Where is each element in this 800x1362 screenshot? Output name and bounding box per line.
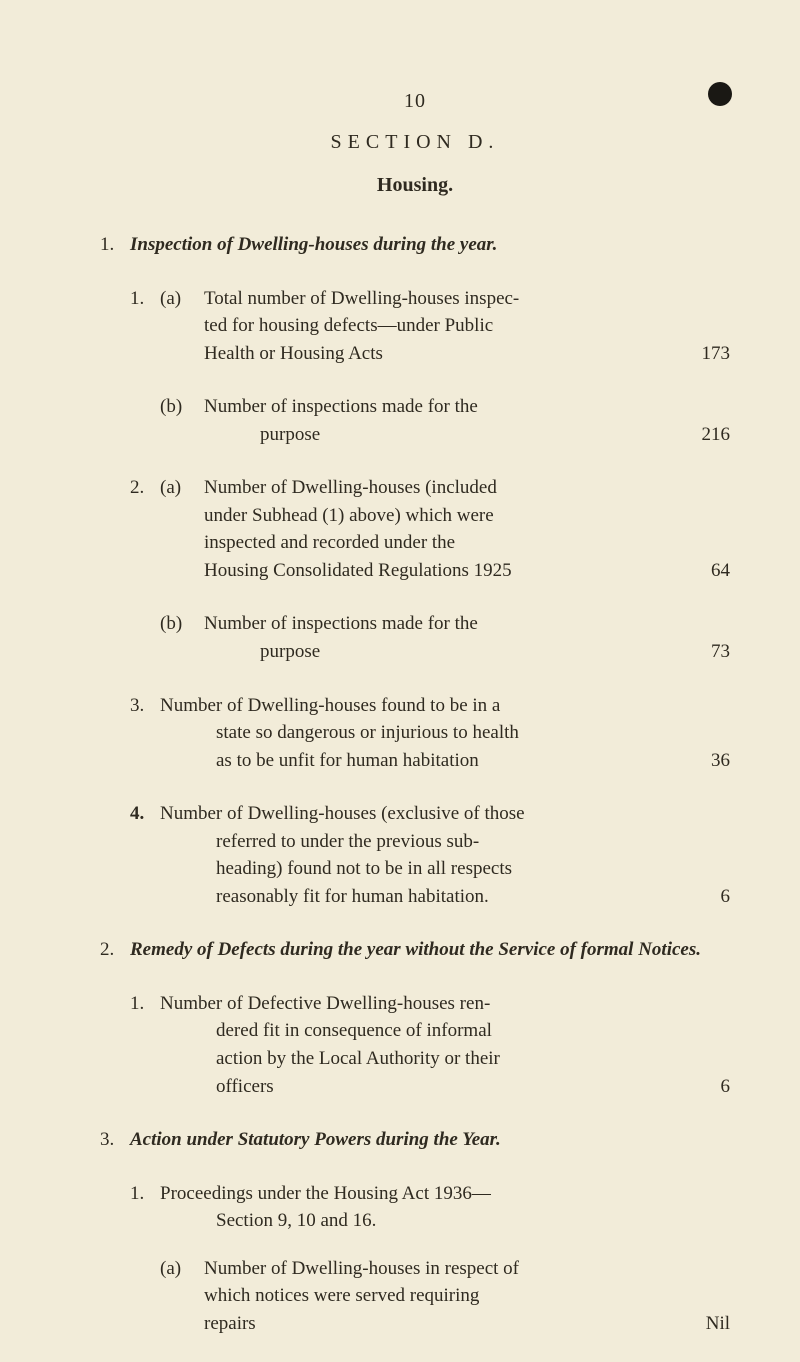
- text-line: action by the Local Authority or their: [160, 1048, 500, 1069]
- heading-number: 3.: [100, 1126, 130, 1154]
- housing-heading: Housing.: [100, 174, 730, 197]
- item-subletter: (b): [160, 393, 204, 421]
- text-line: purpose: [204, 424, 320, 445]
- item-text: Number of Dwelling-houses (exclusive of …: [160, 800, 670, 910]
- text-line: Number of inspections made for the: [204, 396, 478, 417]
- text-line: as to be unfit for human habitation: [160, 750, 479, 771]
- text-line: Number of inspections made for the: [204, 613, 478, 634]
- action-item-1: 1. Proceedings under the Housing Act 193…: [100, 1180, 730, 1235]
- action-item-1a: (a) Number of Dwelling-houses in respect…: [100, 1255, 730, 1338]
- heading-text: Inspection of Dwelling-houses during the…: [130, 231, 730, 259]
- heading-remedy: 2. Remedy of Defects during the year wit…: [100, 936, 730, 964]
- ink-dot-decoration: [708, 82, 732, 106]
- text-line: Number of Dwelling-houses (exclusive of …: [160, 803, 525, 824]
- item-text: Number of Dwelling-houses found to be in…: [160, 692, 670, 775]
- text-line: purpose: [204, 641, 320, 662]
- text-line: referred to under the previous sub-: [160, 831, 479, 852]
- text-line: heading) found not to be in all respects: [160, 858, 512, 879]
- section-label: SECTION D.: [100, 131, 730, 154]
- text-line: reasonably fit for human habitation.: [160, 886, 489, 907]
- text-line: under Subhead (1) above) which were: [204, 505, 494, 526]
- heading-number: 1.: [100, 231, 130, 259]
- text-line: Number of Defective Dwelling-houses ren-: [160, 993, 490, 1014]
- item-subnumber: 1.: [130, 990, 160, 1018]
- text-line: dered fit in consequence of informal: [160, 1020, 492, 1041]
- text-line: ted for housing defects—under Public: [204, 315, 493, 336]
- item-text: Proceedings under the Housing Act 1936— …: [160, 1180, 670, 1235]
- item-text: Number of Dwelling-houses (included unde…: [204, 474, 670, 584]
- heading-action: 3. Action under Statutory Powers during …: [100, 1126, 730, 1154]
- text-line: repairs: [204, 1313, 256, 1334]
- item-value: 173: [670, 340, 730, 368]
- item-subnumber: 4.: [130, 800, 160, 828]
- text-line: Number of Dwelling-houses (included: [204, 477, 497, 498]
- text-line: Number of Dwelling-houses found to be in…: [160, 695, 500, 716]
- item-value: Nil: [670, 1310, 730, 1338]
- page-number: 10: [100, 90, 730, 113]
- item-text: Number of inspections made for the purpo…: [204, 610, 670, 665]
- item-subnumber: 2.: [130, 474, 160, 502]
- text-line: Health or Housing Acts: [204, 343, 383, 364]
- item-subletter: (b): [160, 610, 204, 638]
- item-1a: 1. (a) Total number of Dwelling-houses i…: [100, 285, 730, 368]
- text-line: Section 9, 10 and 16.: [160, 1210, 376, 1231]
- item-value: 36: [670, 747, 730, 775]
- item-subnumber: 1.: [130, 1180, 160, 1208]
- item-text: Number of inspections made for the purpo…: [204, 393, 670, 448]
- text-line: inspected and recorded under the: [204, 532, 455, 553]
- text-line: state so dangerous or injurious to healt…: [160, 722, 519, 743]
- item-2a: 2. (a) Number of Dwelling-houses (includ…: [100, 474, 730, 584]
- item-value: 64: [670, 557, 730, 585]
- text-line: Number of Dwelling-houses in respect of: [204, 1258, 519, 1279]
- item-text: Number of Defective Dwelling-houses ren-…: [160, 990, 670, 1100]
- item-subnumber: 3.: [130, 692, 160, 720]
- item-4: 4. Number of Dwelling-houses (exclusive …: [100, 800, 730, 910]
- item-value: 216: [670, 421, 730, 449]
- text-line: Proceedings under the Housing Act 1936—: [160, 1183, 491, 1204]
- item-1b: (b) Number of inspections made for the p…: [100, 393, 730, 448]
- item-text: Number of Dwelling-houses in respect of …: [204, 1255, 670, 1338]
- heading-text: Action under Statutory Powers during the…: [130, 1126, 730, 1154]
- item-value: 73: [670, 638, 730, 666]
- item-text: Total number of Dwelling-houses inspec- …: [204, 285, 670, 368]
- item-value: 6: [670, 1073, 730, 1101]
- item-subletter: (a): [160, 285, 204, 313]
- text-line: Housing Consolidated Regulations 1925: [204, 560, 512, 581]
- document-page: 10 SECTION D. Housing. 1. Inspection of …: [0, 0, 800, 1362]
- text-line: which notices were served requiring: [204, 1285, 479, 1306]
- heading-inspection: 1. Inspection of Dwelling-houses during …: [100, 231, 730, 259]
- item-value: 6: [670, 883, 730, 911]
- heading-text: Remedy of Defects during the year withou…: [130, 936, 730, 964]
- item-subnumber: 1.: [130, 285, 160, 313]
- text-line: Total number of Dwelling-houses inspec-: [204, 288, 519, 309]
- item-subletter: (a): [160, 474, 204, 502]
- item-subletter: (a): [160, 1255, 204, 1283]
- text-line: officers: [160, 1076, 274, 1097]
- remedy-item-1: 1. Number of Defective Dwelling-houses r…: [100, 990, 730, 1100]
- heading-number: 2.: [100, 936, 130, 964]
- item-3: 3. Number of Dwelling-houses found to be…: [100, 692, 730, 775]
- item-2b: (b) Number of inspections made for the p…: [100, 610, 730, 665]
